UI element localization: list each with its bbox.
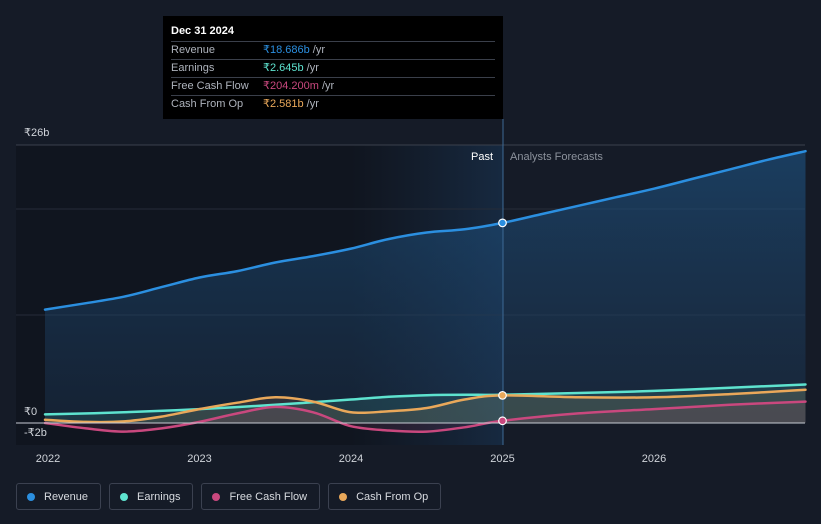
marker-revenue[interactable]	[498, 218, 507, 228]
legend-label: Earnings	[137, 490, 181, 503]
x-tick-label: 2022	[36, 453, 60, 465]
legend-item-cash-from-op[interactable]: Cash From Op	[328, 483, 442, 510]
tooltip-unit: /yr	[306, 62, 319, 74]
legend-item-free-cash-flow[interactable]: Free Cash Flow	[201, 483, 321, 510]
y-tick-label-zero: ₹0	[24, 406, 37, 418]
series-area-free-cash-flow	[45, 401, 806, 432]
forecast-label: Analysts Forecasts	[510, 151, 603, 163]
legend-dot-icon	[339, 492, 348, 501]
legend-item-earnings[interactable]: Earnings	[109, 483, 194, 510]
legend: Revenue Earnings Free Cash Flow Cash Fro…	[16, 483, 442, 510]
tooltip-value: ₹2.581b	[263, 98, 304, 110]
legend-label: Cash From Op	[356, 490, 429, 503]
x-tick-label: 2023	[187, 453, 211, 465]
tooltip-row-free-cash-flow: Free Cash Flow ₹204.200m /yr	[171, 77, 495, 95]
legend-dot-icon	[120, 492, 129, 501]
tooltip-date: Dec 31 2024	[171, 25, 234, 37]
legend-dot-icon	[212, 492, 221, 501]
past-label: Past	[471, 151, 493, 163]
tooltip-unit: /yr	[312, 44, 325, 56]
series-line-cash-from-op	[43, 388, 807, 424]
marker-cash-from-op[interactable]	[498, 390, 507, 400]
x-tick-label: 2026	[642, 453, 666, 465]
legend-item-revenue[interactable]: Revenue	[16, 483, 102, 510]
legend-dot-icon	[27, 492, 35, 501]
legend-label: Free Cash Flow	[229, 490, 308, 503]
tooltip-label: Free Cash Flow	[171, 80, 249, 92]
tooltip-row-cash-from-op: Cash From Op ₹2.581b /yr	[171, 95, 495, 113]
tooltip-unit: /yr	[306, 98, 319, 110]
y-tick-label-bottom: -₹2b	[24, 427, 47, 439]
tooltip-label: Revenue	[171, 44, 216, 56]
series-line-revenue	[43, 149, 807, 311]
legend-label: Revenue	[44, 490, 89, 503]
tooltip: Dec 31 2024 Revenue ₹18.686b /yr Earning…	[163, 16, 503, 119]
marker-free-cash-flow[interactable]	[498, 416, 507, 426]
y-tick-label-top: ₹26b	[24, 127, 49, 139]
series-area-revenue	[45, 151, 806, 423]
tooltip-unit: /yr	[321, 80, 335, 92]
tooltip-value: ₹204.200m	[263, 80, 319, 92]
x-tick-label: 2024	[339, 453, 363, 465]
series-line-free-cash-flow	[43, 400, 807, 434]
tooltip-value: ₹2.645b	[263, 62, 304, 74]
tooltip-value: ₹18.686b	[263, 44, 310, 56]
tooltip-label: Earnings	[171, 62, 215, 74]
tooltip-row-earnings: Earnings ₹2.645b /yr	[171, 59, 495, 77]
x-tick-label: 2025	[490, 453, 514, 465]
tooltip-label: Cash From Op	[171, 98, 244, 110]
tooltip-row-revenue: Revenue ₹18.686b /yr	[171, 41, 495, 59]
